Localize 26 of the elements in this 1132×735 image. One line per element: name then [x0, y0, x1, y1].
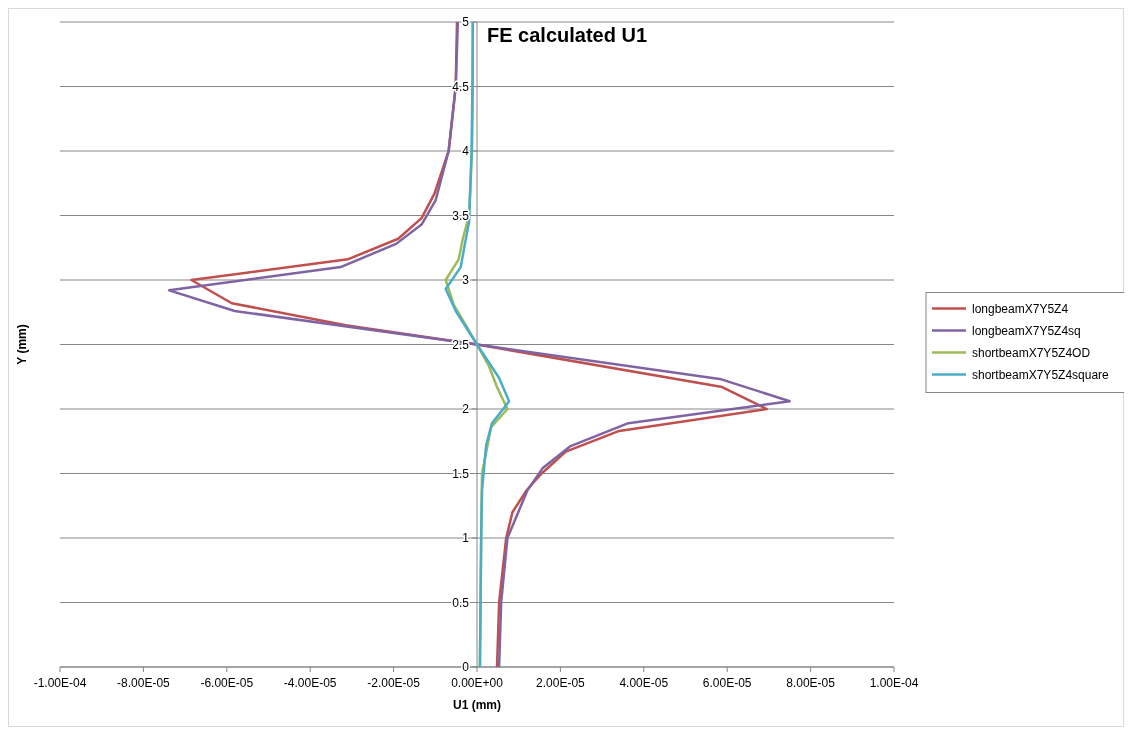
x-tick-label: 1.00E-04	[869, 676, 919, 690]
y-tick-label: 5	[462, 15, 470, 29]
legend-label: longbeamX7Y5Z4	[972, 301, 1069, 316]
x-tick-label: 2.00E-05	[536, 676, 586, 690]
x-tick-label: -2.00E-05	[367, 676, 421, 690]
x-tick-label: 6.00E-05	[702, 676, 752, 690]
y-tick-label: 2	[462, 402, 470, 416]
x-tick-label: 4.00E-05	[619, 676, 669, 690]
x-tick-label: -6.00E-05	[200, 676, 254, 690]
y-tick-label: 1	[462, 531, 470, 545]
x-tick-label: -8.00E-05	[117, 676, 171, 690]
y-tick-label: 0.5	[452, 595, 470, 610]
x-tick-label: -1.00E-04	[33, 676, 87, 690]
y-tick-label: 3	[462, 273, 470, 287]
y-tick-label: 1.5	[452, 466, 470, 481]
legend-label: longbeamX7Y5Z4sq	[972, 323, 1081, 338]
y-axis-title: Y (mm)	[15, 324, 29, 365]
y-tick-label: 4	[462, 144, 470, 158]
legend-label: shortbeamX7Y5Z4OD	[972, 345, 1091, 360]
chart-title: FE calculated U1	[487, 24, 648, 46]
x-axis-title: U1 (mm)	[452, 698, 502, 712]
x-tick-label: 0.00E+00	[451, 676, 504, 690]
legend-label: shortbeamX7Y5Z4square	[972, 367, 1110, 382]
x-tick-label: -4.00E-05	[283, 676, 337, 690]
x-tick-label: 8.00E-05	[786, 676, 836, 690]
y-tick-label: 0	[462, 660, 470, 674]
